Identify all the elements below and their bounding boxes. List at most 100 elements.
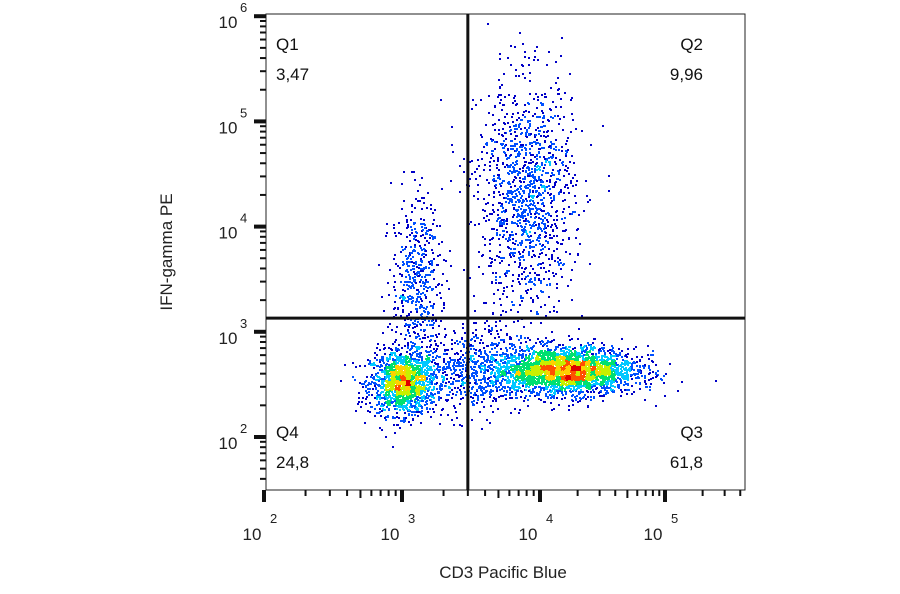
event-point: [398, 370, 400, 372]
event-point: [547, 391, 549, 393]
event-point: [538, 354, 540, 356]
event-point: [570, 350, 572, 352]
event-point: [510, 190, 512, 192]
event-point: [585, 354, 587, 356]
event-point: [556, 287, 558, 289]
event-point: [383, 384, 385, 386]
event-point: [564, 372, 566, 374]
event-point: [622, 359, 624, 361]
event-point: [552, 366, 554, 368]
event-point: [647, 354, 649, 356]
event-point: [631, 358, 633, 360]
event-point: [385, 389, 387, 391]
event-point: [370, 383, 372, 385]
event-point: [549, 179, 551, 181]
event-point: [491, 364, 493, 366]
event-point: [400, 387, 402, 389]
event-point: [578, 369, 580, 371]
event-point: [569, 346, 571, 348]
event-point: [560, 384, 562, 386]
event-point: [381, 371, 383, 373]
event-point: [387, 366, 389, 368]
event-point: [592, 380, 594, 382]
event-point: [431, 401, 433, 403]
event-point: [439, 369, 441, 371]
event-point: [561, 276, 563, 278]
event-point: [372, 388, 374, 390]
event-point: [418, 402, 420, 404]
event-point: [510, 248, 512, 250]
event-point: [489, 213, 491, 215]
event-point: [556, 397, 558, 399]
event-point: [445, 363, 447, 365]
event-point: [530, 297, 532, 299]
event-point: [554, 383, 556, 385]
event-point: [511, 345, 513, 347]
event-point: [528, 358, 530, 360]
event-point: [616, 381, 618, 383]
event-point: [578, 328, 580, 330]
event-point: [528, 370, 530, 372]
event-point: [415, 382, 417, 384]
event-point: [639, 388, 641, 390]
event-point: [396, 398, 398, 400]
event-point: [437, 345, 439, 347]
event-point: [407, 342, 409, 344]
event-point: [578, 393, 580, 395]
event-point: [472, 99, 474, 101]
event-point: [490, 344, 492, 346]
event-point: [574, 372, 576, 374]
event-point: [527, 205, 529, 207]
event-point: [614, 374, 616, 376]
event-point: [587, 362, 589, 364]
event-point: [532, 371, 534, 373]
event-point: [515, 373, 517, 375]
event-point: [578, 362, 580, 364]
event-point: [531, 142, 533, 144]
event-point: [519, 242, 521, 244]
event-point: [578, 352, 580, 354]
event-point: [623, 384, 625, 386]
event-point: [628, 368, 630, 370]
event-point: [503, 223, 505, 225]
event-point: [415, 390, 417, 392]
event-point: [587, 351, 589, 353]
event-point: [391, 391, 393, 393]
event-point: [412, 365, 414, 367]
event-point: [539, 358, 541, 360]
event-point: [389, 358, 391, 360]
event-point: [561, 398, 563, 400]
event-point: [572, 354, 574, 356]
event-point: [519, 32, 521, 34]
event-point: [588, 384, 590, 386]
event-point: [386, 357, 388, 359]
event-point: [452, 151, 454, 153]
event-point: [605, 381, 607, 383]
event-point: [587, 396, 589, 398]
event-point: [544, 93, 546, 95]
event-point: [523, 181, 525, 183]
event-point: [530, 213, 532, 215]
event-point: [563, 354, 565, 356]
event-point: [580, 355, 582, 357]
event-point: [433, 386, 435, 388]
event-point: [369, 362, 371, 364]
event-point: [500, 257, 502, 259]
event-point: [398, 360, 400, 362]
event-point: [408, 361, 410, 363]
event-point: [539, 391, 541, 393]
event-point: [535, 207, 537, 209]
event-point: [495, 187, 497, 189]
event-point: [411, 414, 413, 416]
event-point: [380, 392, 382, 394]
event-point: [379, 427, 381, 429]
event-point: [639, 383, 641, 385]
event-point: [495, 282, 497, 284]
event-point: [578, 364, 580, 366]
event-point: [572, 381, 574, 383]
event-point: [612, 365, 614, 367]
event-point: [558, 373, 560, 375]
event-point: [534, 185, 536, 187]
event-point: [652, 350, 654, 352]
event-point: [509, 347, 511, 349]
